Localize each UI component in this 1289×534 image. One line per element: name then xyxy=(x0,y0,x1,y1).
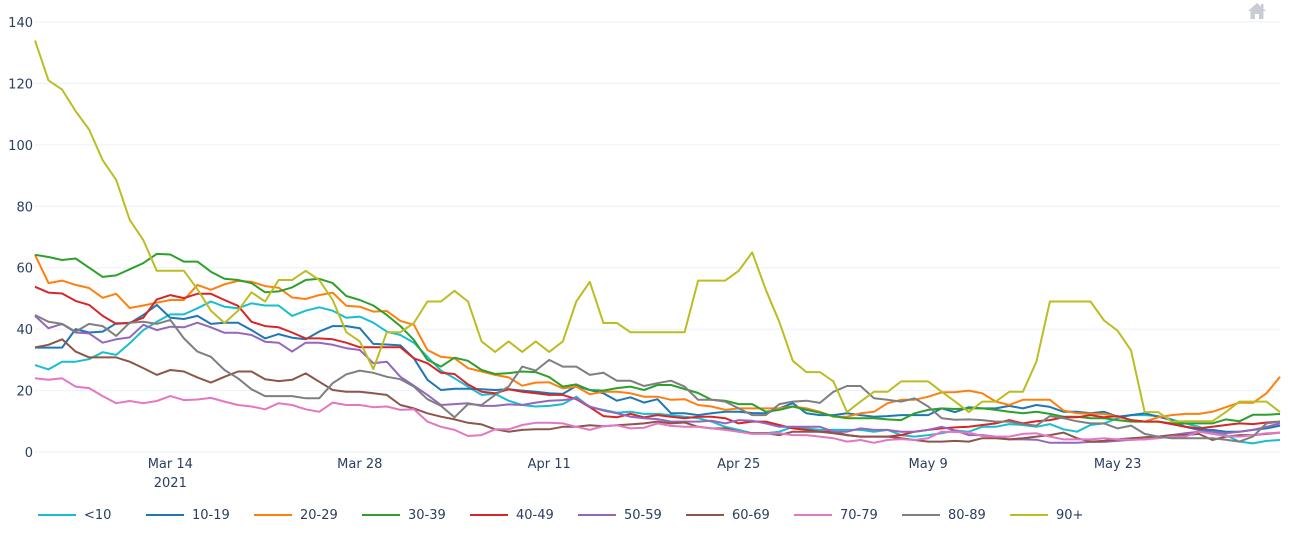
line-chart: 0 20 40 60 80 100 120 140 Mar 14 2021 Mar 28 Apr 1… xyxy=(8,16,1281,491)
legend-swatch xyxy=(146,514,184,516)
x-tick-label: Apr 11 xyxy=(528,457,571,472)
legend-swatch xyxy=(794,514,832,516)
legend-swatch xyxy=(902,514,940,516)
legend-swatch xyxy=(362,514,400,516)
y-tick-label: 40 xyxy=(16,323,33,338)
x-tick-label: Mar 28 xyxy=(337,457,382,472)
series-line-40-49[interactable] xyxy=(34,285,1281,438)
legend-label: 30-39 xyxy=(408,507,446,523)
legend-swatch xyxy=(38,514,76,516)
legend-item[interactable]: 60-69 xyxy=(686,508,780,523)
y-tick-label: 80 xyxy=(16,200,33,215)
legend-item[interactable]: 90+ xyxy=(1010,508,1104,523)
y-tick-label: 120 xyxy=(8,77,33,92)
x-axis-ticks: Mar 14 2021 Mar 28 Apr 11 Apr 25 May 9 May 23 xyxy=(148,457,1142,491)
x-tick-label: May 23 xyxy=(1094,457,1142,472)
legend-item[interactable]: 80-89 xyxy=(902,508,996,523)
y-tick-label: 0 xyxy=(25,446,33,461)
legend-label: 10-19 xyxy=(192,507,230,523)
legend-label: 70-79 xyxy=(840,507,878,523)
legend-label: 80-89 xyxy=(948,507,986,523)
series-line-70-79[interactable] xyxy=(34,377,1281,444)
y-tick-label: 60 xyxy=(16,262,33,277)
series-line-10[interactable] xyxy=(34,300,1281,445)
legend-item[interactable]: 30-39 xyxy=(362,508,456,523)
y-tick-label: 140 xyxy=(8,16,33,31)
legend-label: <10 xyxy=(84,507,112,523)
series-line-20-29[interactable] xyxy=(34,254,1281,423)
series-line-60-69[interactable] xyxy=(34,338,1281,443)
home-icon[interactable] xyxy=(1247,2,1267,20)
x-tick-label: Mar 14 xyxy=(148,457,193,472)
legend-item[interactable]: 10-19 xyxy=(146,508,240,523)
gridlines xyxy=(35,21,1280,453)
legend-item[interactable]: <10 xyxy=(38,508,132,523)
legend-item[interactable]: 70-79 xyxy=(794,508,888,523)
series-line-90[interactable] xyxy=(34,40,1281,423)
x-tick-label: May 9 xyxy=(909,457,948,472)
legend-swatch xyxy=(254,514,292,516)
legend-item[interactable]: 40-49 xyxy=(470,508,564,523)
y-axis-ticks: 0 20 40 60 80 100 120 140 xyxy=(8,16,33,461)
legend-label: 50-59 xyxy=(624,507,662,523)
x-tick-label: Apr 25 xyxy=(717,457,760,472)
series-line-50-59[interactable] xyxy=(34,315,1281,444)
chart-legend: <10 10-19 20-29 30-39 40-49 50-59 60-69 70-79 80… xyxy=(38,505,1118,525)
legend-label: 40-49 xyxy=(516,507,554,523)
home-icon-glyph xyxy=(1248,3,1266,19)
legend-swatch xyxy=(470,514,508,516)
series-line-80-89[interactable] xyxy=(34,314,1281,443)
x-tick-sublabel: 2021 xyxy=(154,476,187,491)
legend-label: 60-69 xyxy=(732,507,770,523)
y-tick-label: 20 xyxy=(16,385,33,400)
legend-swatch xyxy=(686,514,724,516)
legend-swatch xyxy=(1010,514,1048,516)
legend-item[interactable]: 50-59 xyxy=(578,508,672,523)
legend-label: 90+ xyxy=(1056,507,1084,523)
y-tick-label: 100 xyxy=(8,139,33,154)
legend-item[interactable]: 20-29 xyxy=(254,508,348,523)
series-lines xyxy=(34,40,1281,445)
legend-label: 20-29 xyxy=(300,507,338,523)
series-line-30-39[interactable] xyxy=(34,252,1281,425)
legend-swatch xyxy=(578,514,616,516)
